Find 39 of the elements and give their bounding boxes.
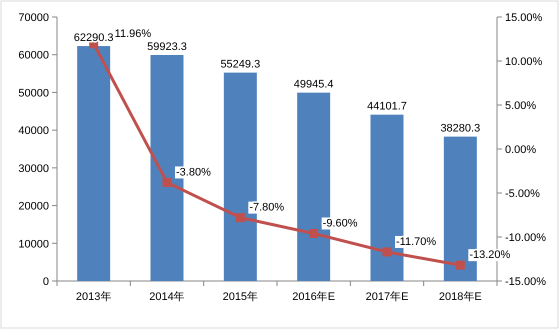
x-tick-label: 2016年E [292,291,336,303]
data-label: 49945.4 [294,78,334,91]
data-label: 55249.3 [220,58,260,71]
bar [77,46,110,281]
point [382,247,392,256]
y2-tick-label: 15.00% [505,12,543,24]
data-label: 11.96% [114,28,152,40]
y-tick-label: 40000 [18,125,49,138]
data-label: 44101.7 [367,100,407,113]
y-tick-label: 50000 [18,87,49,100]
x-tick-label: 2013年 [76,291,112,303]
y2-tick-label: -15.00% [505,276,546,288]
y2-tick-label: -5.00% [505,188,540,200]
y-tick-label: 30000 [18,162,49,175]
data-label: 62290.3 [74,32,114,44]
data-label: 59923.3 [147,41,187,54]
data-label: 38280.3 [440,122,480,135]
y-tick-label: 20000 [18,200,49,213]
x-tick-label: 2018年E [438,291,482,303]
y-tick-label: 70000 [18,12,49,24]
data-label: -7.80% [249,202,284,214]
data-label: -13.20% [469,249,511,262]
y-tick-label: 0 [42,276,49,288]
y2-tick-label: 10.00% [505,56,543,68]
point [162,178,172,187]
y2-tick-label: 5.00% [505,100,536,112]
x-tick-label: 2014年 [149,291,185,303]
point [236,213,245,222]
point [309,228,318,238]
x-tick-label: 2017年E [366,291,408,303]
y-tick-label: 60000 [18,50,49,62]
x-tick-label: 2015年 [222,291,258,303]
y2-tick-label: -10.00% [505,232,546,244]
data-label: -11.70% [396,236,436,248]
data-label: -3.80% [176,166,212,178]
data-label: -9.60% [322,217,358,230]
y2-tick-label: 0.00% [505,144,536,156]
point [456,260,465,270]
y-tick-label: 10000 [18,238,49,250]
